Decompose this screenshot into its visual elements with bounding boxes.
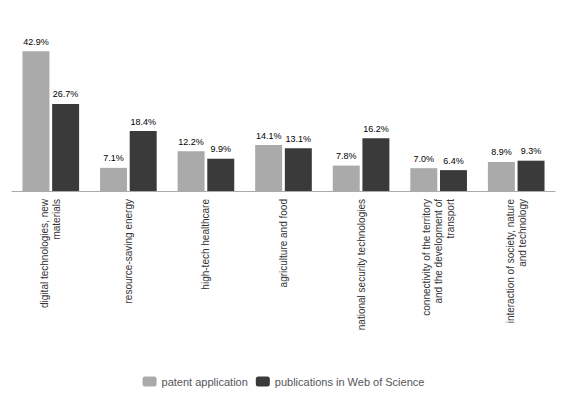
svg-text:12.2%: 12.2% [178, 137, 204, 147]
svg-text:42.9%: 42.9% [23, 37, 49, 47]
svg-text:14.1%: 14.1% [256, 131, 282, 141]
svg-text:interaction of society, nature: interaction of society, nature [505, 199, 516, 324]
svg-text:and the development of: and the development of [433, 199, 444, 304]
svg-text:publications in Web of Science: publications in Web of Science [275, 376, 425, 388]
svg-text:26.7%: 26.7% [53, 89, 79, 99]
svg-text:13.1%: 13.1% [286, 134, 312, 144]
svg-text:patent application: patent application [162, 376, 248, 388]
svg-text:transport: transport [445, 199, 456, 239]
svg-text:connectivity of the territory: connectivity of the territory [421, 199, 432, 316]
svg-text:7.0%: 7.0% [414, 154, 435, 164]
svg-text:9.3%: 9.3% [521, 146, 542, 156]
svg-text:9.9%: 9.9% [211, 144, 232, 154]
svg-text:7.1%: 7.1% [103, 153, 124, 163]
svg-text:materials: materials [51, 199, 62, 240]
svg-text:digital technologies, new: digital technologies, new [39, 198, 50, 308]
svg-text:18.4%: 18.4% [130, 117, 156, 127]
svg-text:national security technologies: national security technologies [356, 199, 367, 330]
svg-text:16.2%: 16.2% [363, 124, 389, 134]
svg-text:resource-saving energy: resource-saving energy [123, 199, 134, 304]
svg-text:high-tech healthcare: high-tech healthcare [200, 199, 211, 290]
svg-text:8.9%: 8.9% [491, 147, 512, 157]
svg-text:and technology: and technology [517, 199, 528, 267]
svg-text:6.4%: 6.4% [443, 156, 464, 166]
svg-text:7.8%: 7.8% [336, 151, 357, 161]
svg-text:agriculture and food: agriculture and food [278, 199, 289, 287]
